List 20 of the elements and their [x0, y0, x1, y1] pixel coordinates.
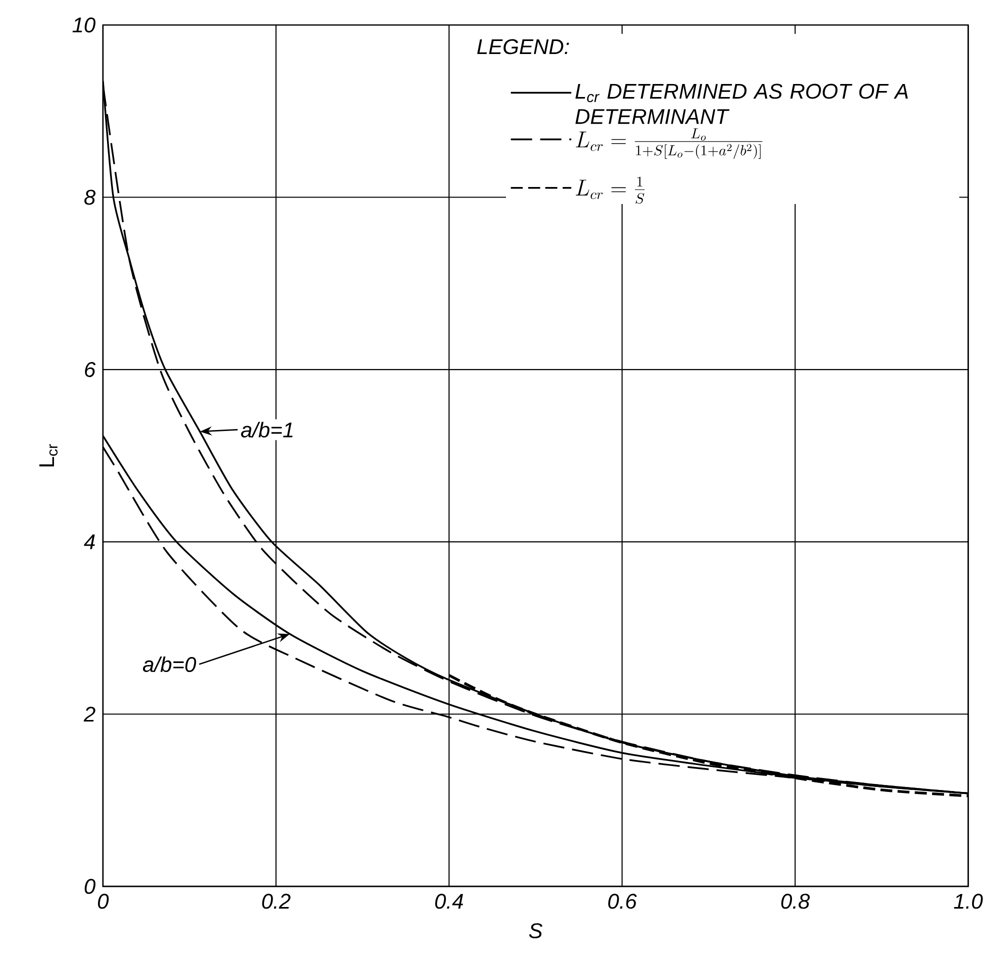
y-tick-label: 4: [84, 534, 95, 550]
y-tick-label: 8: [84, 190, 96, 205]
y-tick-label: 2: [84, 706, 96, 722]
y-tick-label: 6: [84, 362, 96, 378]
annotation: a/b=0: [142, 656, 196, 672]
legend-title: LEGEND:: [477, 39, 569, 54]
y-tick-label: 0: [84, 878, 96, 894]
x-axis-title: S: [529, 923, 542, 938]
y-tick-label: 10: [72, 17, 96, 33]
x-tick-label: 0.4: [435, 894, 464, 909]
y-axis-title: L$_{cr}$: [39, 444, 58, 466]
x-tick-label: 1.0: [954, 894, 983, 909]
x-tick-label: 0.8: [781, 894, 810, 909]
x-tick-label: 0.2: [262, 894, 290, 909]
legend-label: $L_{cr} = \frac{1}{S}$: [576, 176, 645, 204]
legend-label: $L_{cr} = \frac{L_o}{1 + S\left[L_o - (1 + a^2/b^2)\right]}$: [576, 128, 762, 159]
legend-label: L$_{cr}$ DETERMINED AS ROOT OF A DETERMINANT: [575, 84, 908, 124]
annotation: a/b=1: [241, 422, 293, 438]
x-tick-label: 0: [98, 894, 109, 909]
x-tick-label: 0.6: [608, 894, 637, 909]
